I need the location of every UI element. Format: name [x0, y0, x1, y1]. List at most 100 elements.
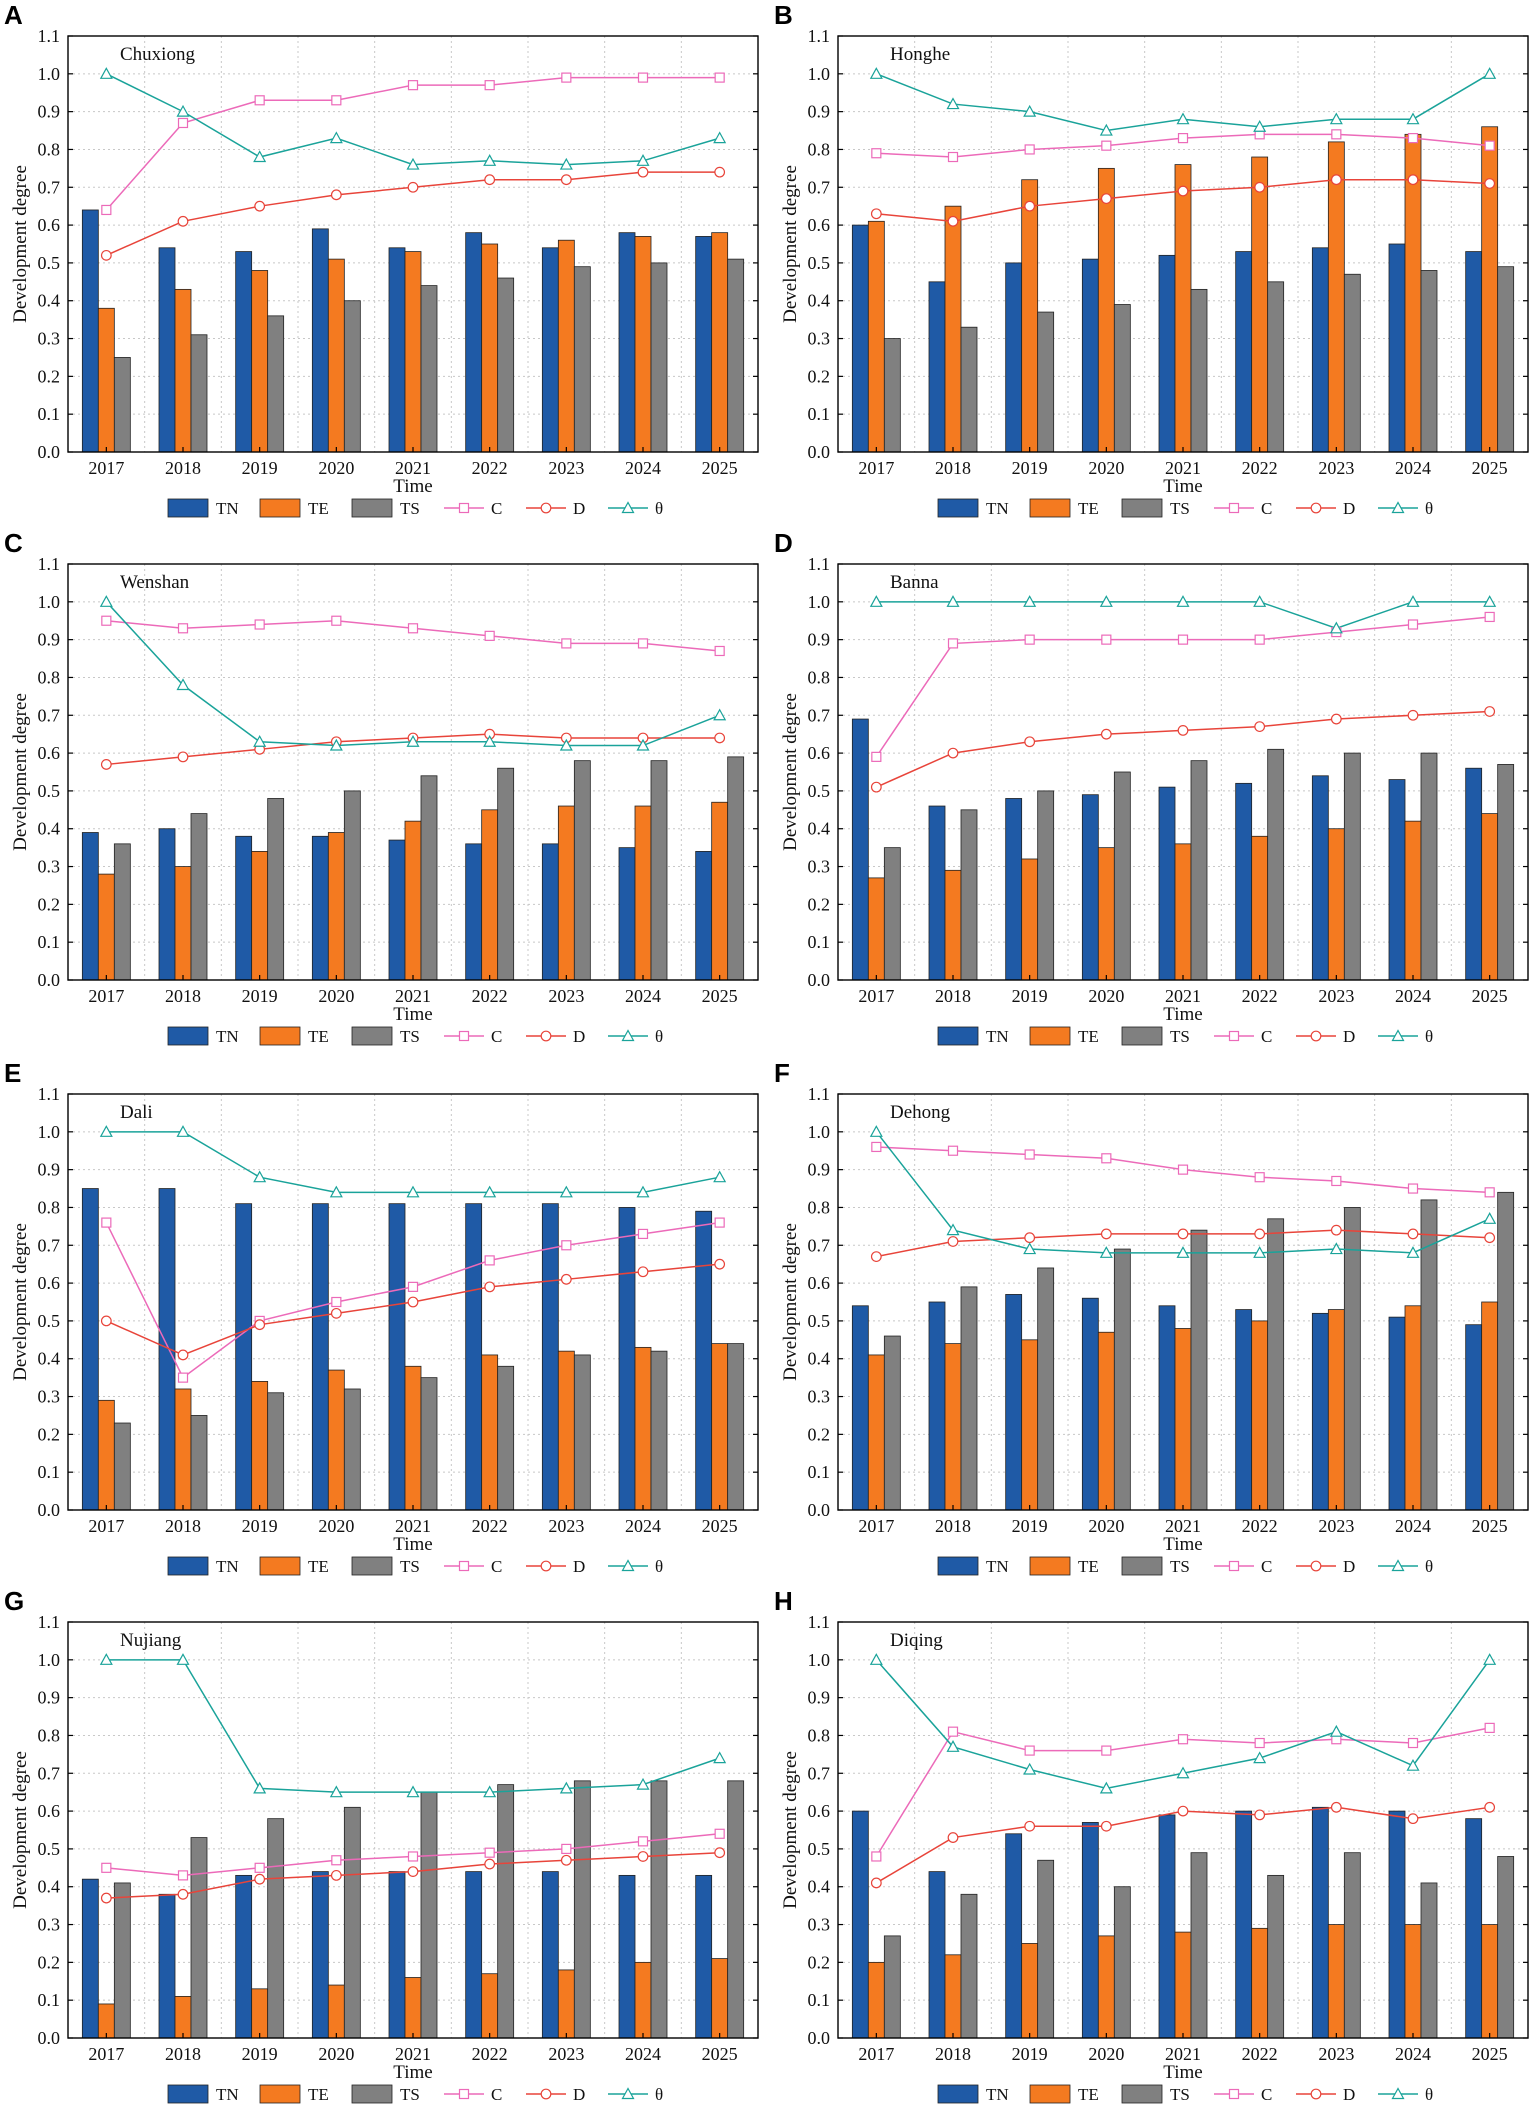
- point-D: [1407, 1228, 1419, 1240]
- point-D: [1177, 185, 1189, 197]
- bar-TN: [1388, 1810, 1406, 2039]
- point-C: [947, 638, 959, 649]
- point-D: [1177, 1805, 1189, 1817]
- y-tick-label: 0.9: [808, 1160, 831, 1180]
- point-theta: [636, 1777, 650, 1790]
- x-tick-label: 2020: [318, 458, 354, 478]
- bar-TS: [883, 1935, 901, 2039]
- legend-label-TE: TE: [308, 1027, 329, 1046]
- x-tick-label: 2019: [1012, 1516, 1048, 1536]
- point-C: [1407, 1183, 1419, 1194]
- bar-TN: [1081, 1822, 1099, 2039]
- bar-TS: [267, 798, 285, 981]
- bar-TS: [190, 1415, 208, 1511]
- legend-swatch-TE: [1029, 498, 1071, 518]
- y-tick-label: 0.3: [38, 1915, 61, 1935]
- point-theta: [329, 1785, 343, 1798]
- legend-marker-D: [540, 1030, 552, 1042]
- bar-TS: [960, 809, 978, 981]
- x-tick-label: 2019: [242, 458, 278, 478]
- legend-marker-C: [458, 1560, 470, 1572]
- point-C: [561, 1843, 572, 1855]
- bar-TS: [1113, 771, 1131, 981]
- bars: [851, 1191, 1515, 1511]
- chart-A: A 0.0 0.1 0.2 0.3 0.4 0.5 0.6 0.7 0.8 0.9 1.0 1.1 201…: [4, 0, 759, 518]
- bar-TS: [727, 258, 745, 453]
- y-tick-label: 1.1: [808, 554, 831, 574]
- y-tick-label: 1.0: [38, 1650, 61, 1670]
- bar-TS: [1497, 1856, 1515, 2039]
- point-C: [101, 615, 112, 626]
- x-axis-title: Time: [1163, 2062, 1202, 2083]
- legend-label-TS: TS: [1170, 1027, 1190, 1046]
- legend-marker-theta: [621, 2087, 635, 2100]
- legend-label-TE: TE: [308, 499, 329, 518]
- y-tick-label: 0.5: [808, 781, 831, 801]
- y-tick-label: 0.6: [38, 215, 61, 235]
- bar-TE: [404, 251, 422, 453]
- point-C: [1407, 619, 1419, 630]
- x-tick-label: 2021: [395, 2044, 431, 2064]
- bar-TN: [1388, 779, 1406, 981]
- point-C: [637, 638, 649, 649]
- y-tick-label: 0.3: [38, 329, 61, 349]
- point-C: [561, 1240, 572, 1251]
- legend-swatch-TN: [167, 498, 209, 518]
- point-theta: [176, 104, 190, 117]
- y-tick-label: 0.6: [808, 1801, 831, 1821]
- point-D: [1100, 1820, 1112, 1832]
- point-D: [1254, 1809, 1266, 1821]
- panel-label: E: [4, 1058, 21, 1088]
- bar-TS: [1267, 281, 1285, 453]
- point-theta: [1176, 1766, 1190, 1779]
- bar-TE: [867, 1354, 885, 1511]
- y-tick-label: 0.1: [38, 404, 61, 424]
- y-tick-label: 0.2: [38, 894, 61, 914]
- point-theta: [869, 595, 883, 607]
- x-tick-label: 2020: [1088, 458, 1124, 478]
- bar-TS: [650, 1780, 668, 2039]
- bar-TN: [1465, 767, 1483, 981]
- point-theta: [1099, 123, 1113, 136]
- legend-label-theta: θ: [1425, 499, 1433, 518]
- point-C: [407, 1281, 419, 1292]
- y-axis-title: Development degree: [780, 1751, 801, 1909]
- bar-TE: [1174, 1931, 1192, 2039]
- legend-swatch-TE: [1029, 1026, 1071, 1046]
- y-tick-label: 0.3: [38, 1387, 61, 1407]
- legend-label-C: C: [491, 1557, 502, 1576]
- bar-TE: [327, 1984, 345, 2039]
- chart-C: C 0.0 0.1 0.2 0.3 0.4 0.5 0.6 0.7 0.8 0.9 1.0 1.1 201…: [4, 528, 759, 1046]
- point-C: [484, 1847, 495, 1858]
- panel-label: C: [4, 528, 23, 558]
- x-tick-label: 2024: [625, 2044, 661, 2064]
- legend-label-TS: TS: [1170, 2085, 1190, 2104]
- legend-marker-C: [1228, 2088, 1240, 2100]
- x-tick-label: 2020: [1088, 2044, 1124, 2064]
- point-D: [1177, 1228, 1189, 1240]
- point-D: [637, 1266, 649, 1278]
- legend-swatch-TN: [937, 2084, 979, 2104]
- point-theta: [1253, 595, 1267, 607]
- point-theta: [869, 1653, 883, 1665]
- bar-TS: [497, 277, 515, 453]
- point-theta: [483, 1185, 497, 1198]
- point-D: [1484, 1232, 1496, 1244]
- point-C: [1254, 634, 1265, 645]
- point-theta: [1406, 112, 1420, 125]
- y-tick-label: 0.3: [808, 1915, 831, 1935]
- bar-TN: [158, 1893, 176, 2039]
- bar-TE: [1021, 179, 1039, 453]
- bar-TN: [1005, 1833, 1023, 2039]
- bar-TN: [851, 1810, 869, 2039]
- bar-TE: [1404, 820, 1422, 981]
- point-theta: [483, 1785, 497, 1798]
- point-C: [637, 72, 649, 83]
- legend-swatch-TS: [351, 498, 393, 518]
- point-D: [947, 1236, 959, 1247]
- legend-marker-D: [1310, 502, 1322, 514]
- y-tick-label: 0.8: [38, 139, 61, 159]
- markers-C: [101, 615, 725, 657]
- bar-TN: [695, 1874, 713, 2039]
